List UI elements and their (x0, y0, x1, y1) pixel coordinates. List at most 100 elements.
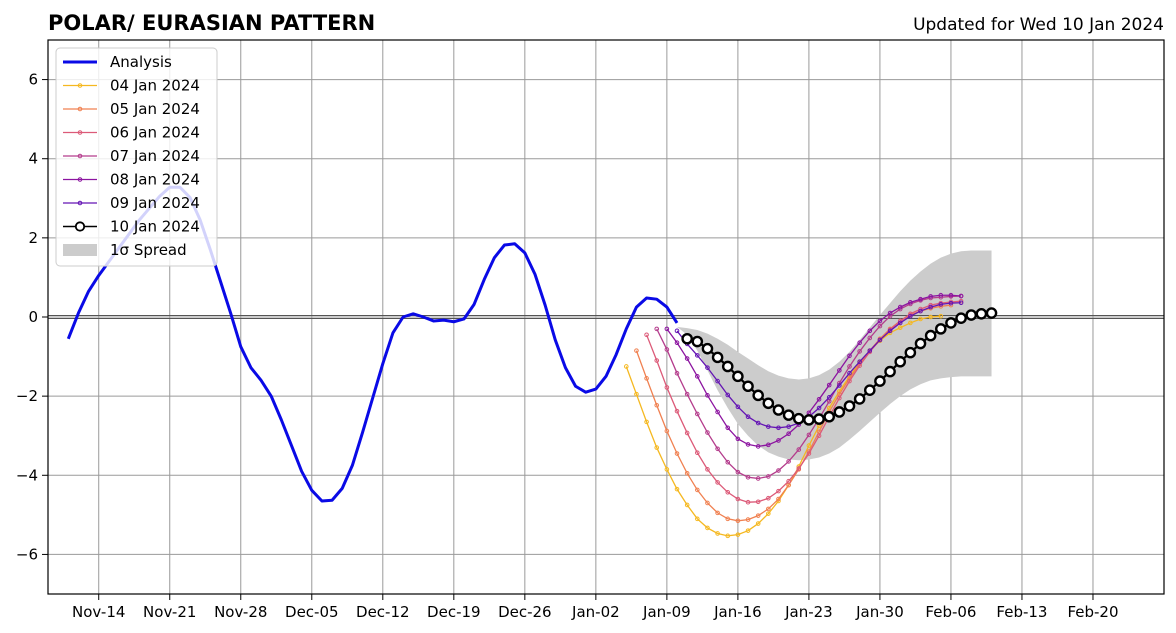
legend-marker (77, 200, 83, 206)
forecast-point (705, 500, 710, 506)
forecast-point (884, 365, 896, 378)
forecast-point (745, 528, 751, 533)
forecast-point (735, 518, 741, 524)
forecast-point (837, 395, 842, 401)
forecast-point (776, 425, 781, 431)
forecast-point (701, 342, 714, 355)
forecast-point (874, 375, 886, 387)
forecast-point (833, 406, 846, 418)
forecast-point (837, 383, 842, 388)
forecast-point (755, 521, 761, 526)
forecast-point (897, 304, 903, 310)
legend-entry: 10 Jan 2024 (63, 218, 200, 236)
forecast-point (796, 466, 802, 471)
forecast-point (908, 320, 913, 326)
forecast-point (654, 358, 660, 363)
forecast-point (776, 496, 781, 502)
y-tick-label: 4 (28, 150, 38, 168)
legend: Analysis 04 Jan 2024 05 Jan 2024 06 Jan 202… (55, 47, 218, 267)
forecast-point (634, 391, 639, 397)
forecast-point (928, 314, 933, 320)
forecast-point (664, 467, 670, 472)
forecast-point (695, 353, 700, 358)
forecast-point (948, 292, 954, 298)
legend-entry: 1σ Spread (63, 241, 187, 259)
x-tick-label: Feb-13 (996, 603, 1047, 621)
forecast-point (918, 308, 923, 314)
forecast-point (695, 411, 700, 417)
forecast-point (695, 450, 700, 456)
forecast-point (924, 329, 937, 342)
forecast-point (715, 378, 720, 384)
legend-entry: Analysis (63, 53, 172, 71)
legend-marker (77, 153, 83, 159)
forecast-point (806, 432, 812, 438)
forecast-point (745, 499, 751, 505)
forecast-point (938, 313, 944, 319)
forecast-08-jan-2024 (664, 292, 964, 449)
forecast-point (826, 395, 832, 400)
forecast-point (782, 409, 795, 421)
forecast-point (745, 414, 751, 420)
forecast-point (766, 495, 771, 501)
legend-marker (77, 177, 83, 182)
legend-entry: 06 Jan 2024 (63, 124, 200, 142)
forecast-point (766, 424, 771, 429)
forecast-point (877, 323, 883, 329)
forecast-point (715, 446, 720, 452)
legend-marker (77, 106, 83, 112)
legend-entry: 05 Jan 2024 (63, 100, 200, 118)
forecast-point (958, 293, 964, 299)
legend-marker (77, 130, 83, 135)
legend-label: 1σ Spread (110, 241, 187, 259)
legend-marker (77, 83, 83, 88)
forecast-point (705, 430, 710, 435)
forecast-point (938, 302, 944, 307)
legend-entry: 04 Jan 2024 (63, 77, 200, 95)
forecast-point (735, 532, 741, 537)
forecast-point (908, 313, 913, 319)
forecast-point (938, 292, 944, 298)
forecast-point (695, 516, 700, 522)
forecast-point (762, 397, 775, 410)
forecast-point (877, 318, 883, 324)
x-tick-label: Feb-06 (925, 603, 976, 621)
x-tick-label: Jan-23 (784, 603, 833, 621)
forecast-point (664, 428, 670, 434)
y-tick-label: 6 (28, 71, 38, 89)
forecast-point (664, 347, 670, 352)
forecast-point (684, 356, 690, 361)
legend-entry: 07 Jan 2024 (63, 147, 200, 165)
forecast-point (705, 365, 710, 370)
legend-label: 04 Jan 2024 (110, 77, 200, 95)
x-tick-label: Nov-28 (214, 603, 267, 621)
forecast-point (897, 320, 903, 326)
forecast-point (816, 405, 822, 411)
forecast-point (786, 431, 791, 437)
forecast-point (776, 438, 781, 443)
forecast-point (847, 378, 852, 384)
forecast-point (816, 433, 822, 439)
forecast-point (691, 335, 704, 348)
forecast-point (654, 445, 660, 450)
forecast-point (725, 392, 731, 398)
forecast-point (742, 380, 754, 393)
forecast-point (664, 385, 670, 390)
forecast-line (676, 302, 962, 429)
forecast-point (623, 364, 629, 369)
forecast-point (863, 384, 876, 397)
forecast-point (705, 467, 710, 472)
forecast-point (776, 488, 781, 494)
forecast-point (654, 402, 660, 408)
y-axis-ticks: −6 −4 −2 0 2 4 6 (16, 71, 48, 563)
forecast-point (887, 328, 893, 334)
x-axis-ticks: Nov-14 Nov-21 Nov-28 Dec-05 Dec-12 Dec-19 Dec-… (72, 594, 1119, 621)
forecast-point (681, 332, 693, 345)
forecast-point (867, 328, 873, 334)
x-tick-label: Dec-12 (356, 603, 410, 621)
forecast-point (735, 469, 741, 475)
legend-label: 09 Jan 2024 (110, 194, 200, 212)
forecast-point (867, 348, 873, 353)
forecast-point (705, 393, 710, 398)
forecast-point (847, 370, 852, 376)
